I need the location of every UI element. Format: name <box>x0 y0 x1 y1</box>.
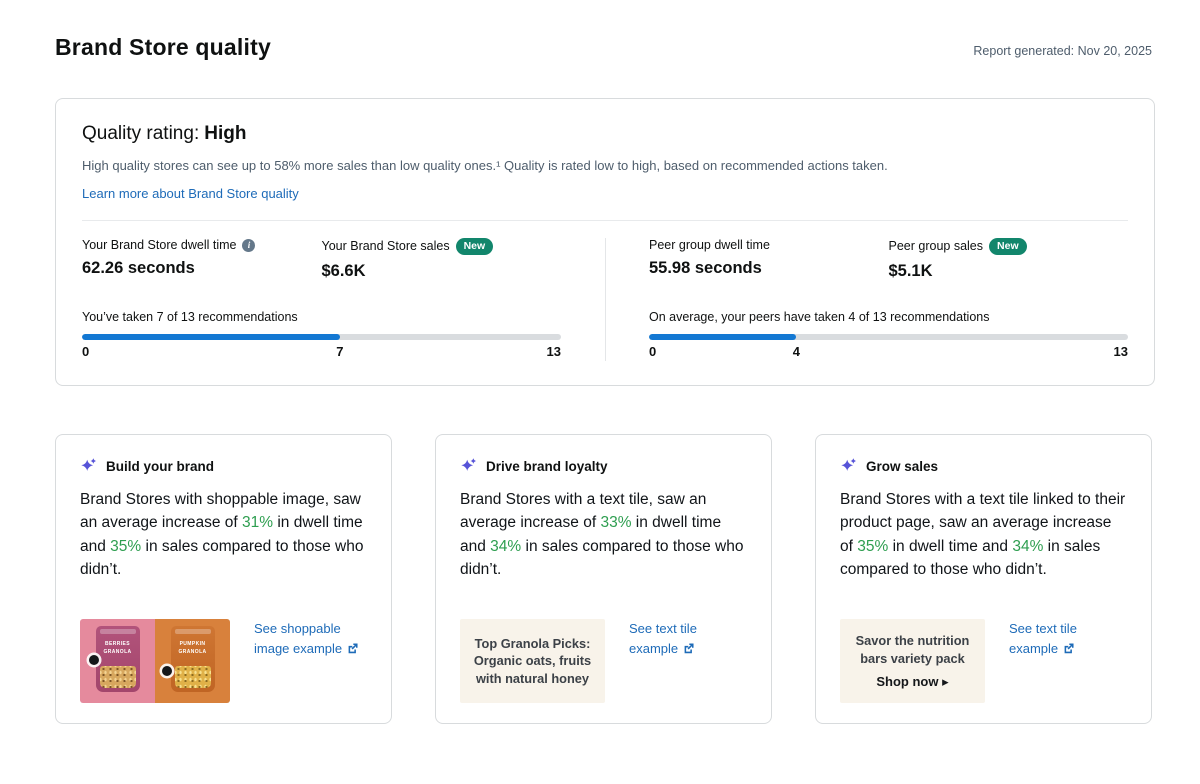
insight-card-build-your-brand: Build your brand Brand Stores with shopp… <box>55 434 392 724</box>
insight-card-header: Build your brand <box>80 457 367 475</box>
insight-card-header: Drive brand loyalty <box>460 457 747 475</box>
progress-min: 0 <box>649 343 657 359</box>
metrics-section: Your Brand Store dwell time i 62.26 seco… <box>82 238 1128 361</box>
insight-card-title: Grow sales <box>866 458 939 474</box>
section-divider <box>82 220 1128 221</box>
peer-recommendations-progress: On average, your peers have taken 4 of 1… <box>649 310 1128 361</box>
progress-current: 7 <box>336 343 344 359</box>
insight-card-grow-sales: Grow sales Brand Stores with a text tile… <box>815 434 1152 724</box>
metric-value: 55.98 seconds <box>649 259 762 277</box>
insight-card-footer: Savor the nutrition bars variety pack Sh… <box>840 619 1127 703</box>
granola-window <box>99 666 136 688</box>
progress-track <box>82 333 561 340</box>
info-icon[interactable]: i <box>242 238 256 252</box>
sparkle-icon <box>840 457 858 475</box>
peer-metrics-column: Peer group dwell time 55.98 seconds Peer… <box>605 238 1128 361</box>
insight-card-footer: Berries Granola Pumpkin Granola See shop… <box>80 619 367 703</box>
progress-fill <box>82 333 340 340</box>
shoppable-image-example: Berries Granola Pumpkin Granola <box>80 619 230 703</box>
metric-label: Your Brand Store sales <box>321 239 450 254</box>
metric-your-sales: Your Brand Store sales New $6.6K <box>322 238 562 281</box>
progress-fill <box>649 333 797 340</box>
shoppable-image-right-panel: Pumpkin Granola <box>155 619 230 703</box>
example-link-label: See shoppable image example <box>254 621 343 657</box>
shop-now-cta: Shop now ▸ <box>876 673 949 689</box>
new-badge: New <box>989 238 1027 255</box>
quality-rating-label: Quality rating: <box>82 123 200 144</box>
quality-rating-card: Quality rating: High High quality stores … <box>55 98 1155 386</box>
progress-max: 13 <box>1113 343 1128 359</box>
text-tile-content: Savor the nutrition bars variety pack <box>855 633 970 666</box>
progress-max: 13 <box>546 343 561 359</box>
page-title: Brand Store quality <box>55 34 271 60</box>
hotspot-dot-icon <box>162 666 172 676</box>
your-recommendations-progress: You’ve taken 7 of 13 recommendations 0 7… <box>82 310 561 361</box>
product-name: Berries Granola <box>103 641 132 655</box>
sparkle-icon <box>80 457 98 475</box>
metric-value: $6.6K <box>321 261 366 280</box>
progress-label: You’ve taken 7 of 13 recommendations <box>82 309 298 324</box>
metric-value: 62.26 seconds <box>82 259 195 277</box>
external-link-icon <box>1064 643 1074 654</box>
see-text-tile-example-link[interactable]: See text tile example <box>629 619 747 659</box>
insight-card-text: Brand Stores with a text tile, saw an av… <box>460 491 744 578</box>
hotspot-dot-icon <box>89 655 99 665</box>
progress-label: On average, your peers have taken 4 of 1… <box>649 309 990 324</box>
metric-label: Your Brand Store dwell time <box>82 238 237 252</box>
see-text-tile-example-link[interactable]: See text tile example <box>1009 619 1127 659</box>
progress-track <box>649 333 1128 340</box>
metric-your-dwell-time: Your Brand Store dwell time i 62.26 seco… <box>82 238 322 281</box>
product-name: Pumpkin Granola <box>178 641 207 655</box>
insight-card-title: Drive brand loyalty <box>486 458 608 474</box>
text-tile-example: Top Granola Picks: Organic oats, fruits … <box>460 619 605 703</box>
progress-scale: 0 7 13 <box>82 344 561 361</box>
progress-min: 0 <box>82 343 90 359</box>
insight-card-drive-brand-loyalty: Drive brand loyalty Brand Stores with a … <box>435 434 772 724</box>
sparkle-icon <box>460 457 478 475</box>
granola-bag-orange: Pumpkin Granola <box>170 626 215 692</box>
page-header: Brand Store quality Report generated: No… <box>55 34 1152 61</box>
external-link-icon <box>684 643 694 654</box>
quality-description: High quality stores can see up to 58% mo… <box>82 158 888 173</box>
your-metrics-column: Your Brand Store dwell time i 62.26 seco… <box>82 238 605 361</box>
example-link-label: See text tile example <box>1009 621 1077 657</box>
insight-cards-row: Build your brand Brand Stores with shopp… <box>55 434 1200 724</box>
quality-rating-value: High <box>204 123 247 144</box>
text-tile-example: Savor the nutrition bars variety pack Sh… <box>840 619 985 703</box>
report-generated-date: Report generated: Nov 20, 2025 <box>973 44 1152 58</box>
example-link-label: See text tile example <box>629 621 697 657</box>
granola-window <box>174 666 211 688</box>
shoppable-image-left-panel: Berries Granola <box>80 619 155 703</box>
quality-rating-heading: Quality rating: High <box>82 123 1128 145</box>
progress-scale: 0 4 13 <box>649 344 1128 361</box>
learn-more-link[interactable]: Learn more about Brand Store quality <box>82 186 299 201</box>
new-badge: New <box>455 238 494 255</box>
external-link-icon <box>348 643 358 654</box>
metric-peer-dwell-time: Peer group dwell time 55.98 seconds <box>649 238 889 281</box>
see-shoppable-image-example-link[interactable]: See shoppable image example <box>254 619 367 659</box>
progress-current: 4 <box>792 343 800 359</box>
metric-label: Peer group dwell time <box>649 238 770 252</box>
metric-peer-sales: Peer group sales New $5.1K <box>889 238 1129 281</box>
insight-card-text: Brand Stores with shoppable image, saw a… <box>80 491 364 578</box>
insight-card-header: Grow sales <box>840 457 1127 475</box>
insight-card-text: Brand Stores with a text tile linked to … <box>840 491 1126 578</box>
insight-card-title: Build your brand <box>106 458 214 474</box>
granola-bag-pink: Berries Granola <box>95 626 140 692</box>
text-tile-content: Top Granola Picks: Organic oats, fruits … <box>473 636 592 686</box>
metric-value: $5.1K <box>888 261 933 280</box>
metric-label: Peer group sales <box>888 239 984 254</box>
insight-card-footer: Top Granola Picks: Organic oats, fruits … <box>460 619 747 703</box>
